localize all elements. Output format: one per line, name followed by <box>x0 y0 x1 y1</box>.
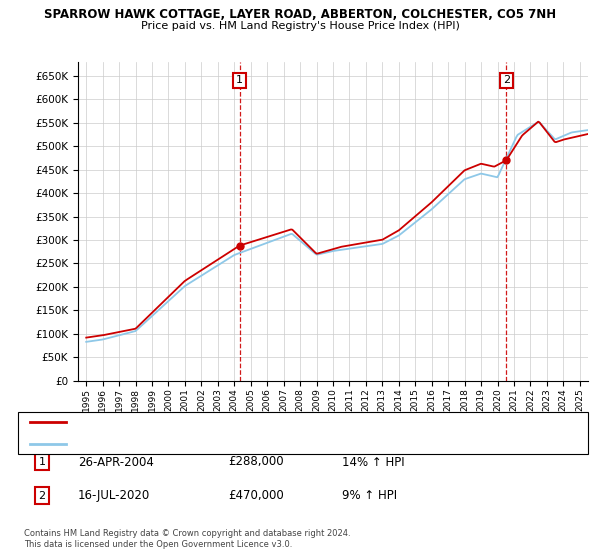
Text: SPARROW HAWK COTTAGE, LAYER ROAD, ABBERTON, COLCHESTER, CO5 7NH (detache: SPARROW HAWK COTTAGE, LAYER ROAD, ABBERT… <box>72 417 526 427</box>
Text: 16-JUL-2020: 16-JUL-2020 <box>78 489 150 502</box>
Text: Price paid vs. HM Land Registry's House Price Index (HPI): Price paid vs. HM Land Registry's House … <box>140 21 460 31</box>
Text: 1: 1 <box>236 76 243 85</box>
Text: £470,000: £470,000 <box>228 489 284 502</box>
Text: 14% ↑ HPI: 14% ↑ HPI <box>342 455 404 469</box>
Text: 9% ↑ HPI: 9% ↑ HPI <box>342 489 397 502</box>
Text: 2: 2 <box>38 491 46 501</box>
Text: SPARROW HAWK COTTAGE, LAYER ROAD, ABBERTON, COLCHESTER, CO5 7NH: SPARROW HAWK COTTAGE, LAYER ROAD, ABBERT… <box>44 8 556 21</box>
Text: £288,000: £288,000 <box>228 455 284 469</box>
Text: Contains HM Land Registry data © Crown copyright and database right 2024.
This d: Contains HM Land Registry data © Crown c… <box>24 529 350 549</box>
Text: 2: 2 <box>503 76 510 85</box>
Text: HPI: Average price, detached house, Colchester: HPI: Average price, detached house, Colc… <box>72 439 321 449</box>
Text: 26-APR-2004: 26-APR-2004 <box>78 455 154 469</box>
Text: 1: 1 <box>38 457 46 467</box>
